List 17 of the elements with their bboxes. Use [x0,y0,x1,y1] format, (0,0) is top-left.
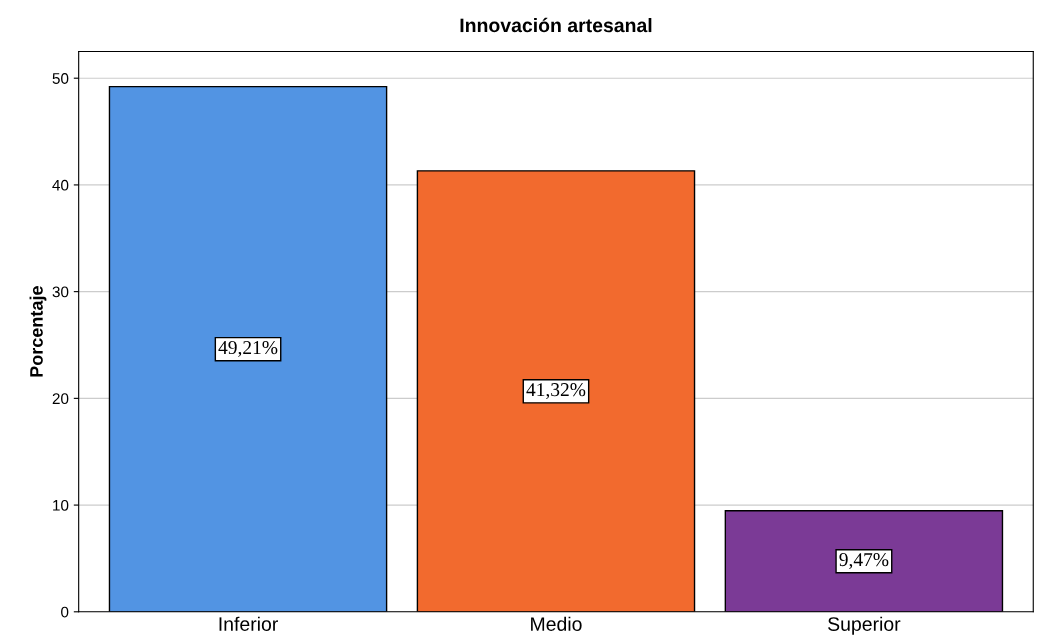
data-label: 9,47% [839,553,889,569]
data-label: 41,32% [526,383,586,399]
x-tick-label: Superior [828,616,901,635]
y-axis-title: Porcentaje [29,286,47,377]
y-tick-label: 10 [53,499,69,511]
bar [108,85,388,612]
bar [724,510,1004,612]
y-tick-label: 20 [52,393,69,405]
y-tick-label: 0 [61,606,69,618]
x-tick-label: Medio [531,616,582,631]
y-tick-label: 40 [52,179,69,191]
chart-title: Innovación artesanal [460,17,652,33]
bar [416,170,696,612]
x-tick-label: Inferior [219,616,278,631]
data-label: 49,21% [218,340,278,357]
y-tick-label: 50 [52,73,69,84]
y-tick-label: 30 [52,286,69,298]
